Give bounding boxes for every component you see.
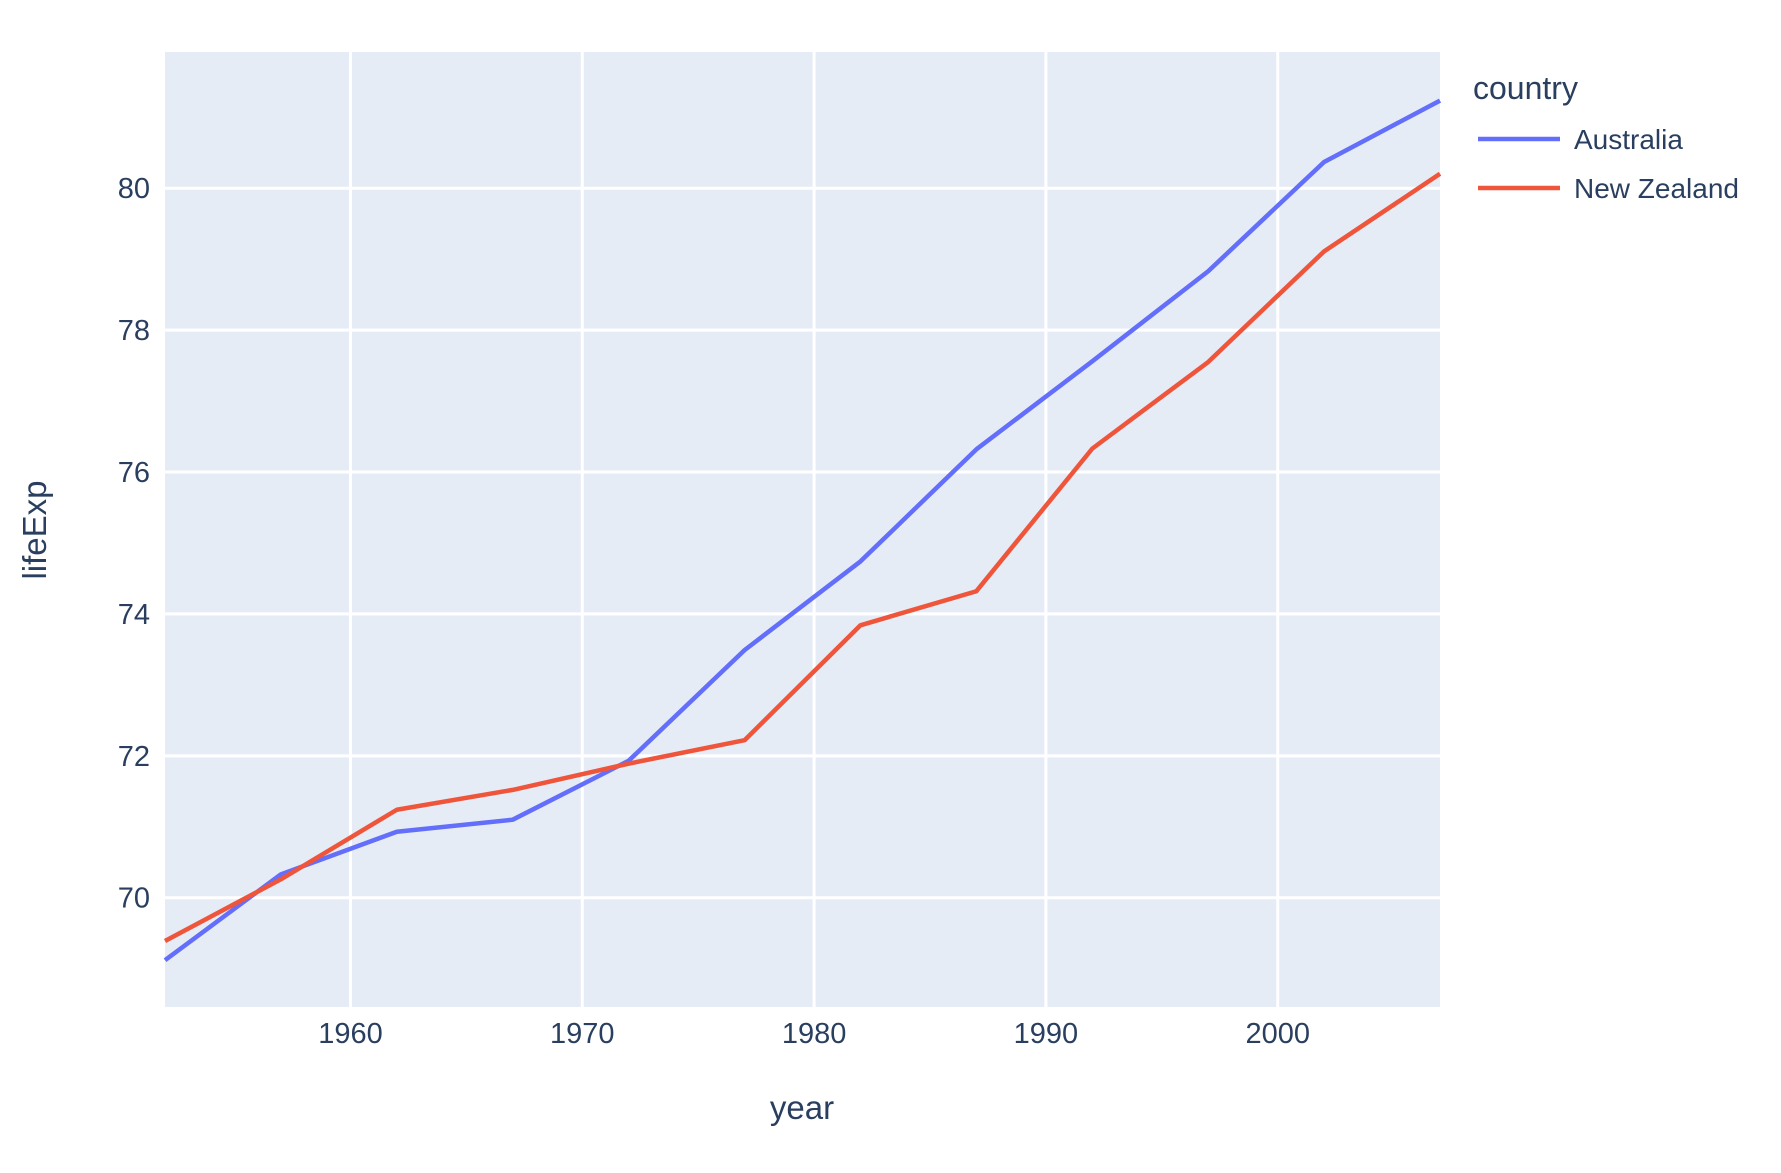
x-tick-label: 1990 xyxy=(1014,1018,1079,1050)
legend-label-australia: Australia xyxy=(1574,124,1683,155)
y-tick-label: 76 xyxy=(118,457,150,489)
y-tick-label: 72 xyxy=(118,741,150,773)
x-tick-label: 1970 xyxy=(550,1018,615,1050)
legend: country Australia New Zealand xyxy=(1473,70,1739,204)
x-tick-label: 1960 xyxy=(318,1018,383,1050)
tick-labels: 1960 1970 1980 1990 2000 70 72 74 76 78 80 xyxy=(118,173,1310,1050)
series-lines xyxy=(163,98,1442,962)
y-tick-label: 74 xyxy=(118,599,150,631)
legend-item-australia[interactable]: Australia xyxy=(1478,124,1683,155)
y-axis-title: lifeExp xyxy=(16,480,53,579)
x-tick-label: 2000 xyxy=(1245,1018,1310,1050)
series-line-new-zealand[interactable] xyxy=(163,171,1442,944)
legend-item-new-zealand[interactable]: New Zealand xyxy=(1478,173,1739,204)
gridlines xyxy=(165,52,1440,1007)
x-axis-title: year xyxy=(770,1089,834,1126)
y-tick-label: 80 xyxy=(118,173,150,205)
y-tick-label: 78 xyxy=(118,315,150,347)
x-tick-label: 1980 xyxy=(782,1018,847,1050)
y-tick-label: 70 xyxy=(118,883,150,915)
plot-area[interactable] xyxy=(165,52,1440,1007)
legend-title: country xyxy=(1473,70,1578,106)
legend-label-new-zealand: New Zealand xyxy=(1574,173,1739,204)
series-line-australia[interactable] xyxy=(163,98,1442,962)
